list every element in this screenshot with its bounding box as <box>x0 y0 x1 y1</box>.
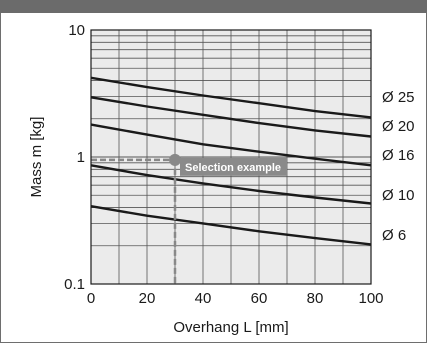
series-curves <box>90 76 372 246</box>
plot-border <box>90 29 372 285</box>
annotation-text: Selection example <box>185 162 281 174</box>
series-label: Ø 16 <box>382 147 415 164</box>
series-curve <box>90 205 372 246</box>
selection-example: Selection example <box>91 153 287 284</box>
series-labels: Ø 25 Ø 20 Ø 16 Ø 10 Ø 6 <box>382 89 415 244</box>
series-curve <box>90 96 372 138</box>
y-tick-label: 10 <box>68 22 85 39</box>
y-tick-label: 1 <box>77 149 85 166</box>
x-tick-label: 0 <box>87 290 95 307</box>
grid-lines <box>91 30 371 284</box>
x-tick-label: 80 <box>307 290 324 307</box>
selection-point <box>169 153 181 166</box>
series-label: Ø 20 <box>382 118 415 135</box>
x-tick-label: 60 <box>251 290 268 307</box>
series-label: Ø 6 <box>382 227 406 244</box>
series-curve <box>90 164 372 205</box>
annotation-box <box>180 157 287 176</box>
x-axis-title: Overhang L [mm] <box>173 319 288 336</box>
x-tick-label: 40 <box>195 290 212 307</box>
y-axis-title: Mass m [kg] <box>28 117 45 198</box>
series-curve <box>90 76 372 119</box>
x-tick-label: 100 <box>358 290 383 307</box>
y-tick-label: 0.1 <box>64 276 85 293</box>
series-label: Ø 10 <box>382 187 415 204</box>
header-strip <box>0 0 427 13</box>
x-tick-label: 20 <box>139 290 156 307</box>
series-label: Ø 25 <box>382 89 415 106</box>
series-curve <box>90 123 372 167</box>
tick-labels: 0 20 40 60 80 100 0.1 1 10 <box>64 22 383 307</box>
